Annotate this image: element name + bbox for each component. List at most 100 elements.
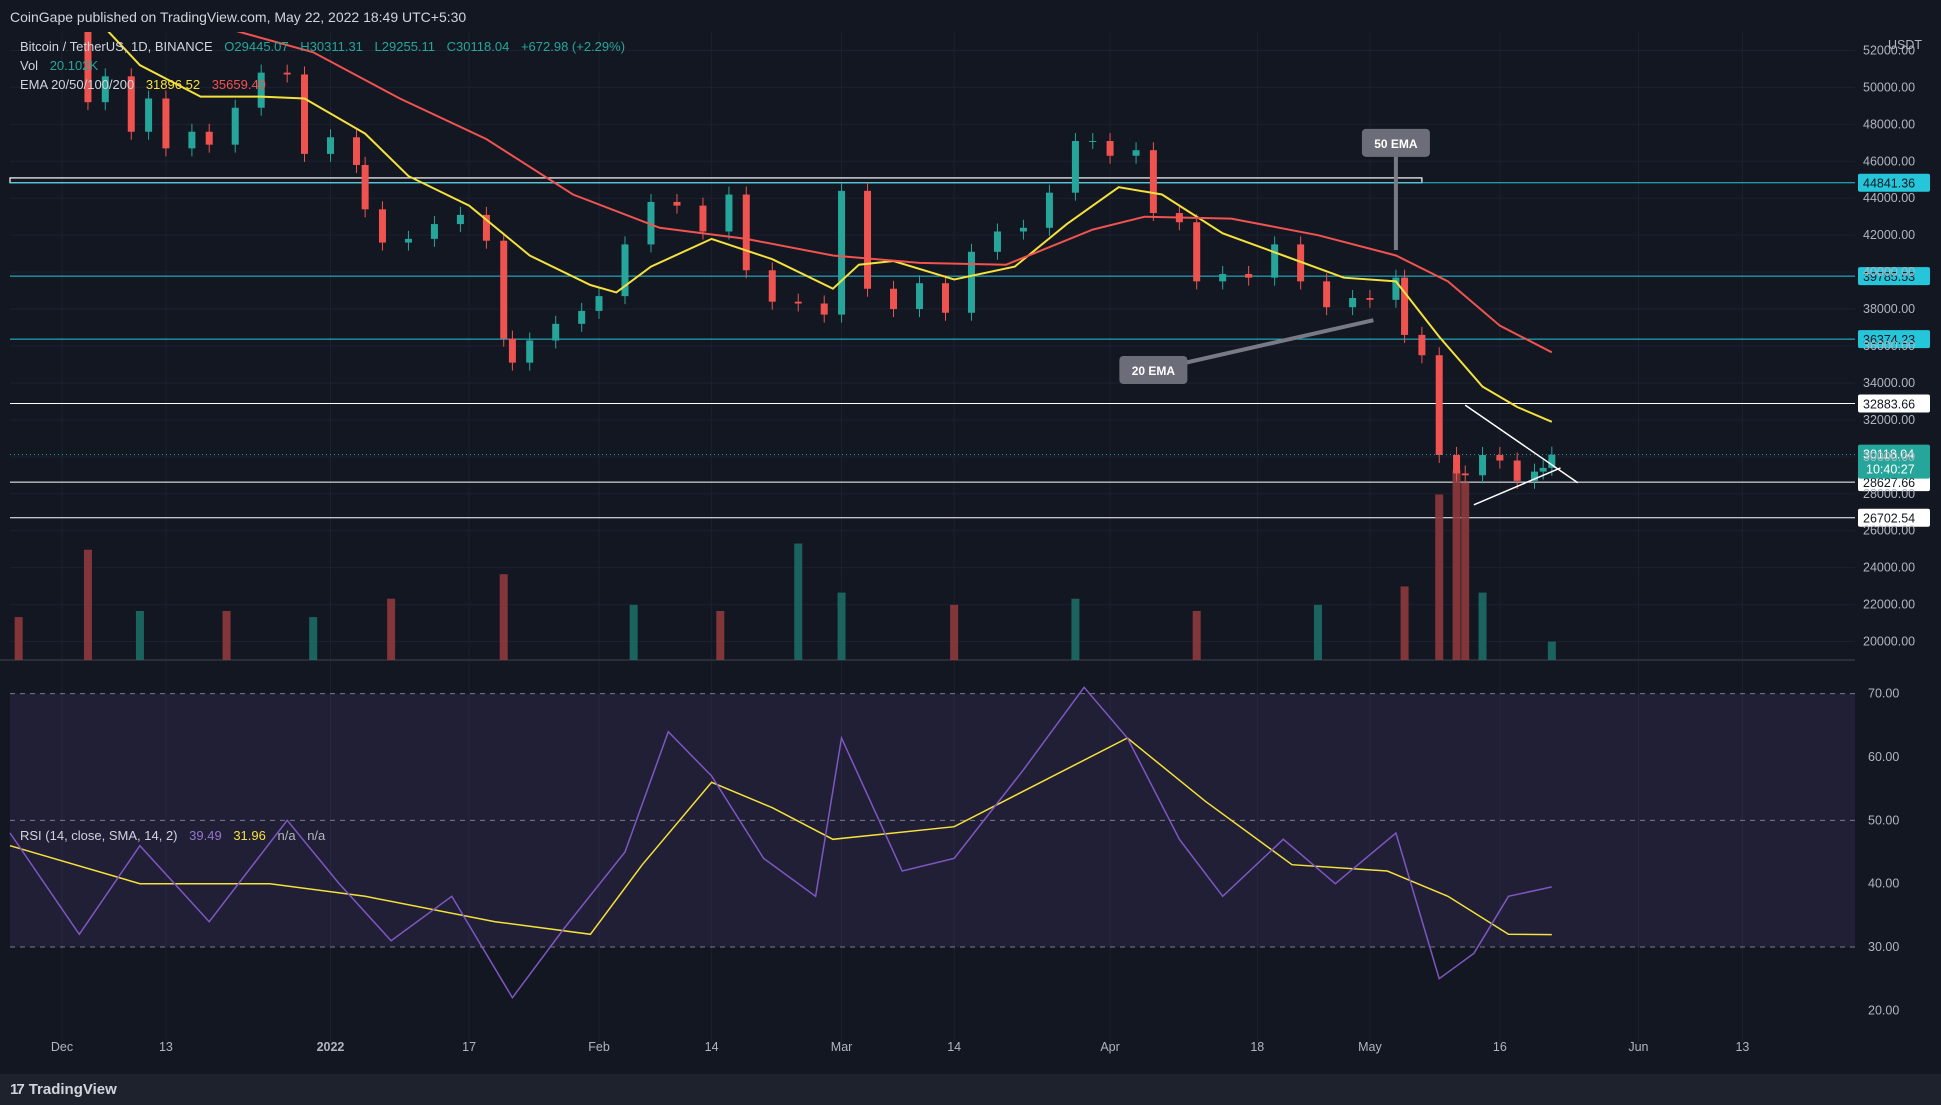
candle-body [1479, 454, 1487, 476]
time-tick-label: 13 [1735, 1040, 1749, 1054]
price-tick-label: 34000.00 [1863, 376, 1915, 390]
ohlc-low: L29255.11 [374, 39, 436, 54]
callout-label: 50 EMA [1374, 137, 1418, 151]
candle-body [101, 76, 109, 103]
time-tick-label: Mar [831, 1040, 853, 1054]
vol-value: 20.102K [49, 58, 99, 73]
rsi-label[interactable]: RSI (14, close, SMA, 14, 2) [20, 828, 178, 843]
candle-body [326, 137, 334, 154]
candle-body [864, 190, 872, 289]
price-tick-label: 26000.00 [1863, 524, 1915, 538]
rsi-value: 39.49 [189, 828, 222, 843]
vol-label[interactable]: Vol [20, 58, 39, 73]
level-tag-label: 28627.66 [1863, 476, 1915, 490]
volume-bar [14, 617, 23, 660]
ohlc-high: H30311.31 [300, 39, 363, 54]
candle-body [361, 164, 369, 210]
volume-bar [83, 549, 92, 660]
axes: USDT 20000.00 22000.00 24000.00 26000.00 2800… [51, 38, 1923, 1054]
volume-bar [1435, 494, 1444, 660]
time-tick-label: May [1358, 1040, 1382, 1054]
volume-bar [309, 617, 318, 660]
candle-body [1071, 140, 1079, 193]
volume-bar [1400, 586, 1409, 660]
time-tick-label: 16 [1493, 1040, 1507, 1054]
level-tag-label: 26702.54 [1863, 512, 1915, 526]
candle-body [1193, 222, 1201, 282]
candle-body [145, 98, 153, 132]
countdown-label: 10:40:27 [1866, 463, 1915, 477]
price-tick-label: 28000.00 [1863, 487, 1915, 501]
candle-body [231, 107, 239, 145]
level-tag [1858, 508, 1930, 527]
rsi-line [9, 686, 1552, 1000]
tradingview-logo[interactable]: 17 TradingView [10, 1081, 117, 1098]
time-tick-label: Feb [588, 1040, 610, 1054]
candle-body [820, 303, 828, 315]
candle-body [1548, 454, 1556, 468]
rsi-pane [9, 686, 1855, 1000]
level-tag-label: 44841.36 [1863, 177, 1915, 191]
candle-body [1531, 471, 1539, 481]
volume-bar [387, 598, 396, 660]
candle-body [482, 214, 490, 241]
candle-body [430, 224, 438, 239]
candle-body [526, 340, 534, 363]
candle-body [500, 240, 508, 339]
candle-body [838, 190, 846, 315]
rsi-ma-line [9, 737, 1552, 936]
candle-body [1453, 454, 1461, 474]
candle-body [1132, 150, 1140, 156]
ohlc-close: C30118.04 [446, 39, 510, 54]
price-tick-label: 22000.00 [1863, 598, 1915, 612]
price-tick-label: 32000.00 [1863, 413, 1915, 427]
level-tag [1858, 330, 1930, 349]
candle-body [595, 296, 603, 311]
candle-body [916, 283, 924, 310]
price-tick-label: 46000.00 [1863, 154, 1915, 168]
ema-label[interactable]: EMA 20/50/100/200 [20, 77, 135, 92]
candle-body [673, 201, 681, 206]
time-tick-label: Jun [1628, 1040, 1648, 1054]
ema20-value: 31896.52 [145, 77, 201, 92]
candle-body [205, 131, 213, 145]
triangle-lower-line [1473, 467, 1561, 506]
publisher-bar: CoinGape published on TradingView.com, M… [0, 0, 1941, 32]
published-info: CoinGape published on TradingView.com, M… [10, 9, 467, 25]
price-tick-label: 42000.00 [1863, 228, 1915, 242]
candle-body [1392, 277, 1400, 300]
price-tick-label: 50000.00 [1863, 80, 1915, 94]
rsi-na-2: n/a [307, 828, 326, 843]
candle-body [1149, 150, 1157, 214]
currency-label: USDT [1888, 38, 1922, 52]
level-tag [1858, 394, 1930, 413]
time-tick-label: 14 [947, 1040, 961, 1054]
volume-bar [629, 604, 638, 660]
volume-legend: Vol 20.102K [20, 58, 106, 73]
brand-name: TradingView [28, 1081, 117, 1098]
callout-label: 20 EMA [1132, 364, 1176, 378]
candle-body [742, 194, 750, 271]
time-tick-label: 13 [159, 1040, 173, 1054]
candle-body [1513, 460, 1521, 481]
volume-bar [1313, 604, 1322, 660]
volume-bar [1461, 482, 1470, 660]
candle-body [967, 251, 975, 313]
candle-body [1323, 281, 1331, 308]
resistance-zone-box [9, 177, 1423, 184]
candle-body [301, 74, 309, 154]
price-tick-label: 44000.00 [1863, 191, 1915, 205]
chart-canvas[interactable]: 44841.36 39785.53 36374.23 32883.66 28627.66… [0, 32, 1941, 1074]
candle-body [941, 283, 949, 313]
horizontal-levels: 44841.36 39785.53 36374.23 32883.66 28627.66… [9, 173, 1930, 527]
candle-body [456, 214, 464, 225]
symbol-title[interactable]: Bitcoin / TetherUS, 1D, BINANCE [20, 39, 213, 54]
candle-body [1435, 355, 1443, 455]
candle-body [993, 231, 1001, 252]
volume-bar [1452, 470, 1461, 660]
price-tick-label: 48000.00 [1863, 117, 1915, 131]
candle-body [352, 137, 360, 165]
candle-body [552, 323, 560, 341]
rsi-ma-value: 31.96 [233, 828, 266, 843]
